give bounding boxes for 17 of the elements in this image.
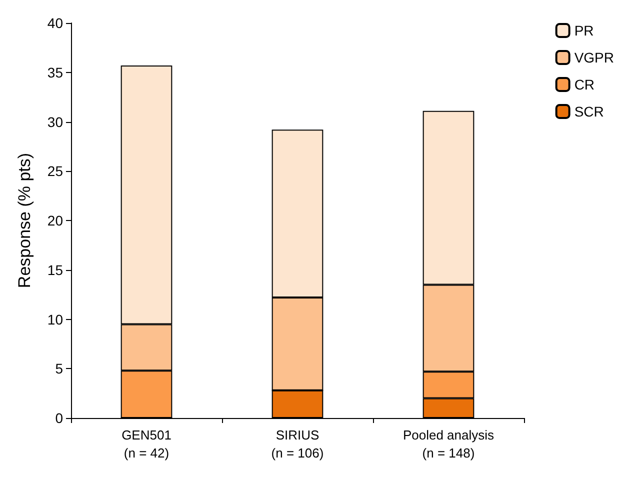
y-tick-label: 40 (47, 15, 64, 31)
y-tick-label: 10 (47, 311, 64, 328)
y-tick-label: 30 (47, 114, 64, 130)
y-tick-label: 5 (55, 360, 64, 377)
y-tick-label: 15 (47, 262, 64, 278)
x-tick-label: GEN501 (n = 42) (122, 428, 172, 460)
y-tick-label: 0 (55, 410, 64, 426)
legend-label: SCR (574, 104, 604, 120)
y-tick-label: 35 (47, 64, 64, 80)
legend-label: CR (574, 76, 595, 92)
y-tick-label: 20 (47, 212, 64, 228)
x-tick-label: SIRIUS (n = 106) (271, 428, 324, 460)
y-axis-title: Response (% pts) (15, 152, 34, 288)
legend-label: PR (574, 22, 594, 38)
x-tick-label: Pooled analysis (n = 148) (402, 428, 495, 460)
legend-label: VGPR (574, 50, 614, 66)
y-tick-label: 25 (47, 163, 64, 180)
